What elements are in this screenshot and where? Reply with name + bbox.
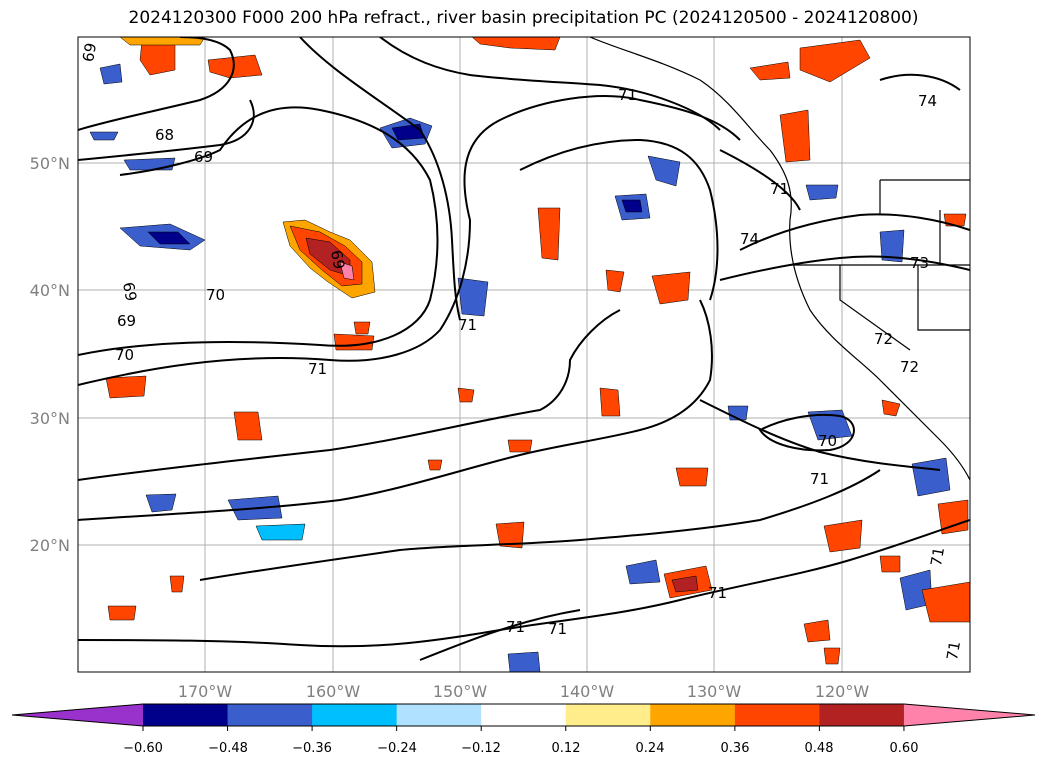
contour-label: 72 [900, 358, 919, 376]
contour-label: 71 [506, 618, 525, 636]
colorbar-segment [143, 704, 229, 726]
lat-label: 30°N [30, 409, 70, 428]
colorbar-tick-label: 0.48 [805, 741, 834, 756]
colorbar-segment [734, 704, 820, 726]
contour-label: 74 [740, 230, 759, 248]
colorbar-tick-label: 0.60 [890, 741, 919, 756]
precip-blobs [89, 37, 970, 672]
contour-label: 70 [818, 432, 837, 450]
colorbar-tick-label: −0.48 [208, 741, 248, 756]
contour-label: 71 [810, 470, 829, 488]
contour-label: 71 [943, 640, 964, 662]
coastline [589, 37, 970, 481]
contour-label-group: 69 68 69 69 70 69 70 71 69 71 74 71 74 7… [79, 41, 964, 661]
contour-label: 71 [770, 180, 789, 198]
lon-label: 150°W [433, 682, 488, 701]
contour-label: 69 [194, 148, 213, 166]
contour-label: 71 [308, 360, 327, 378]
lat-label: 20°N [30, 536, 70, 555]
lon-label: 170°W [178, 682, 233, 701]
contour-label: 71 [708, 584, 727, 602]
colorbar-segment [396, 704, 482, 726]
colorbar-segment [650, 704, 736, 726]
contour-label: 68 [155, 126, 174, 144]
colorbar-tick-label: −0.12 [461, 741, 501, 756]
lon-label: 140°W [560, 682, 615, 701]
contour-label: 69 [119, 281, 140, 303]
colorbar-tick-labels: −0.60 −0.48 −0.36 −0.24 −0.12 0.12 0.24 … [123, 741, 918, 756]
colorbar-extend-low [12, 704, 143, 726]
colorbar-tick-label: −0.24 [377, 741, 417, 756]
contour-label: 69 [117, 312, 136, 330]
colorbar-tick-label: 0.12 [552, 741, 581, 756]
colorbar-segment [819, 704, 905, 726]
colorbar-segment [481, 704, 567, 726]
latitude-labels: 50°N 40°N 30°N 20°N [30, 154, 70, 555]
contour-label: 72 [874, 330, 893, 348]
lon-label: 120°W [815, 682, 870, 701]
colorbar-tick-label: 0.24 [636, 741, 665, 756]
colorbar-tick-label: −0.36 [292, 741, 332, 756]
graticule [78, 37, 970, 672]
colorbar-segment [565, 704, 651, 726]
lat-label: 40°N [30, 281, 70, 300]
colorbar-tick-label: −0.60 [123, 741, 163, 756]
refractivity-contours [78, 37, 970, 661]
contour-label: 71 [458, 316, 477, 334]
contour-label: 69 [79, 41, 100, 63]
colorbar-extend-high [903, 704, 1035, 726]
contour-label: 71 [927, 546, 948, 568]
colorbar-segment [312, 704, 398, 726]
colorbar [11, 703, 1036, 731]
lat-label: 50°N [30, 154, 70, 173]
contour-label: 71 [618, 86, 637, 104]
map-border [77, 36, 971, 673]
contour-label: 70 [206, 286, 225, 304]
colorbar-segment [227, 704, 313, 726]
map-title: 2024120300 F000 200 hPa refract., river … [128, 8, 919, 28]
contour-label: 71 [548, 620, 567, 638]
lon-label: 160°W [306, 682, 361, 701]
contour-label: 73 [910, 254, 929, 272]
contour-label: 70 [115, 346, 134, 364]
lon-label: 130°W [687, 682, 742, 701]
longitude-labels: 170°W 160°W 150°W 140°W 130°W 120°W [178, 682, 870, 701]
colorbar-tick-label: 0.36 [721, 741, 750, 756]
map-area [78, 37, 970, 672]
contour-label: 74 [918, 92, 937, 110]
contour-label: 69 [327, 249, 348, 271]
